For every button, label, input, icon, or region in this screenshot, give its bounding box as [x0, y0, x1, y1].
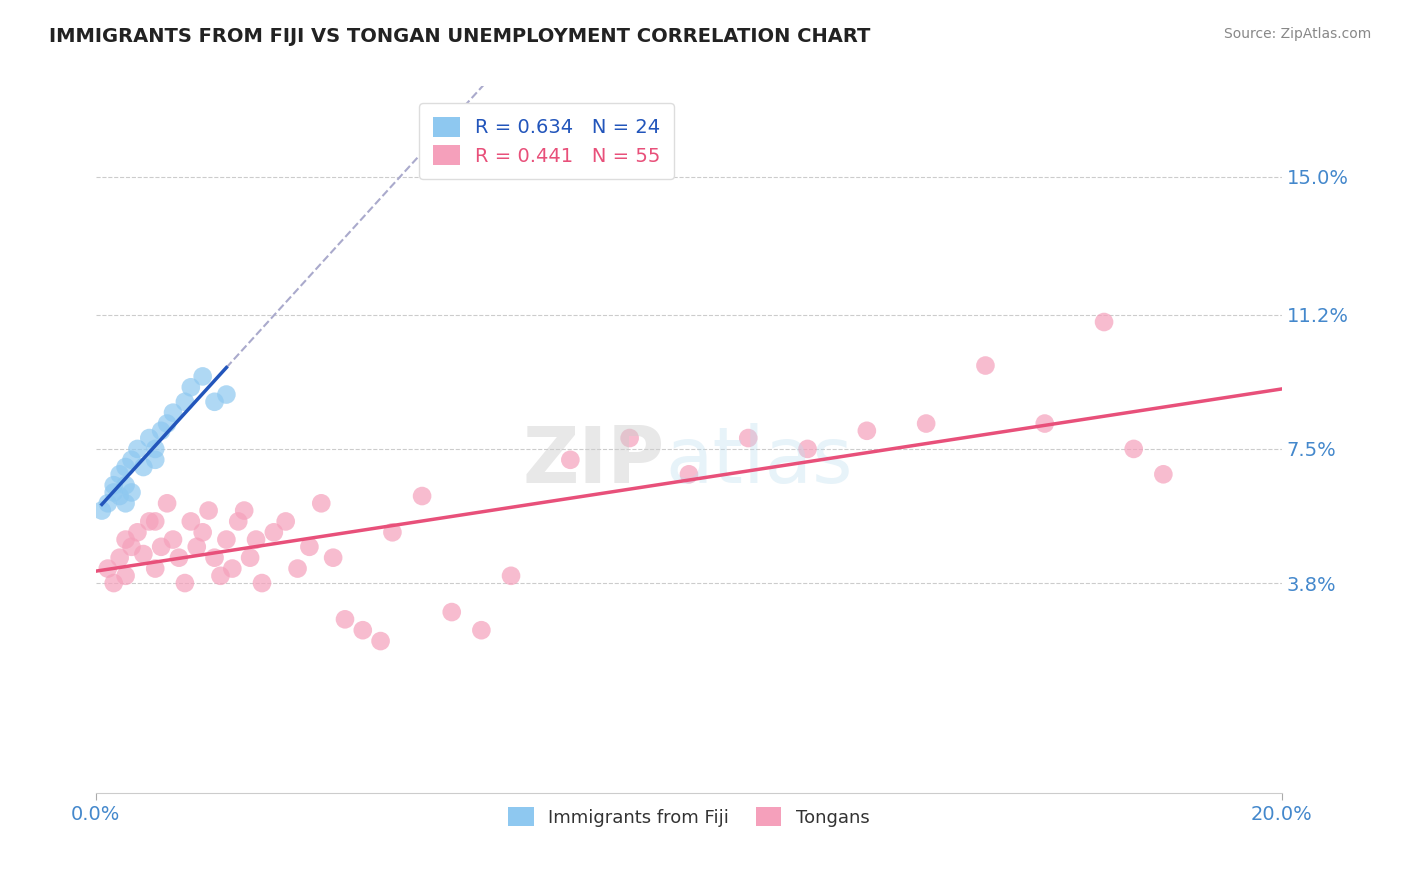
- Point: [127, 442, 149, 456]
- Point: [619, 431, 641, 445]
- Point: [197, 503, 219, 517]
- Point: [239, 550, 262, 565]
- Point: [180, 515, 202, 529]
- Text: IMMIGRANTS FROM FIJI VS TONGAN UNEMPLOYMENT CORRELATION CHART: IMMIGRANTS FROM FIJI VS TONGAN UNEMPLOYM…: [49, 27, 870, 45]
- Point: [263, 525, 285, 540]
- Point: [191, 369, 214, 384]
- Point: [352, 623, 374, 637]
- Point: [215, 533, 238, 547]
- Point: [1122, 442, 1144, 456]
- Point: [204, 394, 226, 409]
- Point: [287, 561, 309, 575]
- Point: [103, 485, 125, 500]
- Point: [333, 612, 356, 626]
- Point: [737, 431, 759, 445]
- Point: [167, 550, 190, 565]
- Text: atlas: atlas: [665, 423, 852, 499]
- Point: [156, 417, 179, 431]
- Point: [1152, 467, 1174, 482]
- Point: [678, 467, 700, 482]
- Point: [370, 634, 392, 648]
- Point: [250, 576, 273, 591]
- Text: ZIP: ZIP: [523, 423, 665, 499]
- Point: [114, 569, 136, 583]
- Point: [121, 485, 143, 500]
- Point: [215, 387, 238, 401]
- Point: [856, 424, 879, 438]
- Point: [114, 533, 136, 547]
- Point: [322, 550, 344, 565]
- Point: [114, 496, 136, 510]
- Point: [381, 525, 404, 540]
- Point: [108, 550, 131, 565]
- Point: [108, 467, 131, 482]
- Point: [311, 496, 333, 510]
- Point: [103, 576, 125, 591]
- Point: [204, 550, 226, 565]
- Point: [127, 525, 149, 540]
- Point: [191, 525, 214, 540]
- Point: [245, 533, 267, 547]
- Point: [138, 431, 160, 445]
- Point: [411, 489, 433, 503]
- Point: [209, 569, 232, 583]
- Point: [440, 605, 463, 619]
- Point: [132, 460, 155, 475]
- Point: [298, 540, 321, 554]
- Point: [143, 515, 166, 529]
- Point: [499, 569, 522, 583]
- Point: [186, 540, 208, 554]
- Point: [173, 394, 195, 409]
- Point: [121, 452, 143, 467]
- Point: [103, 478, 125, 492]
- Point: [233, 503, 256, 517]
- Point: [162, 406, 184, 420]
- Point: [97, 496, 120, 510]
- Point: [143, 442, 166, 456]
- Point: [156, 496, 179, 510]
- Point: [796, 442, 818, 456]
- Point: [274, 515, 297, 529]
- Point: [108, 489, 131, 503]
- Point: [90, 503, 112, 517]
- Point: [143, 452, 166, 467]
- Point: [221, 561, 243, 575]
- Point: [114, 460, 136, 475]
- Text: Source: ZipAtlas.com: Source: ZipAtlas.com: [1223, 27, 1371, 41]
- Point: [138, 515, 160, 529]
- Point: [1092, 315, 1115, 329]
- Point: [226, 515, 249, 529]
- Point: [1033, 417, 1056, 431]
- Point: [162, 533, 184, 547]
- Point: [150, 424, 173, 438]
- Point: [143, 561, 166, 575]
- Point: [915, 417, 938, 431]
- Point: [180, 380, 202, 394]
- Point: [121, 540, 143, 554]
- Point: [470, 623, 492, 637]
- Point: [132, 547, 155, 561]
- Point: [150, 540, 173, 554]
- Point: [97, 561, 120, 575]
- Point: [974, 359, 997, 373]
- Point: [173, 576, 195, 591]
- Legend: Immigrants from Fiji, Tongans: Immigrants from Fiji, Tongans: [501, 800, 877, 834]
- Point: [114, 478, 136, 492]
- Point: [560, 452, 582, 467]
